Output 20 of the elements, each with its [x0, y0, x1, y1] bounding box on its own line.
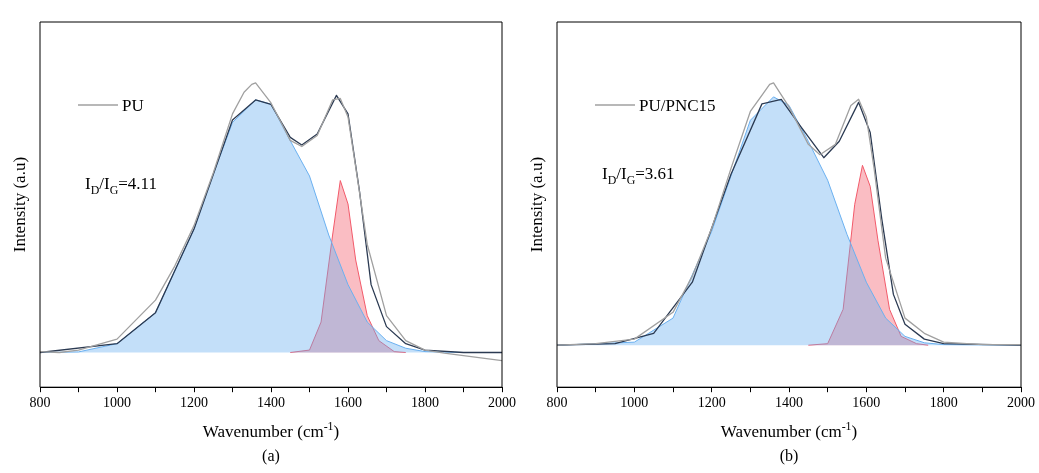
legend-label: PU: [122, 96, 144, 115]
x-tick-label: 800: [546, 395, 568, 411]
x-tick-label: 1400: [257, 395, 285, 411]
x-tick-label: 2000: [488, 395, 516, 411]
legend-label: PU/PNC15: [639, 96, 716, 115]
y-axis-title: Intensity (a.u): [10, 156, 29, 253]
x-tick-label: 1200: [697, 395, 726, 411]
x-tick-label: 1000: [103, 395, 131, 411]
x-tick-label: 1800: [929, 395, 958, 411]
text: (b): [779, 447, 799, 466]
x-tick-label: 1200: [180, 395, 208, 411]
x-tick-label: 1000: [620, 395, 649, 411]
x-tick-label: 1600: [334, 395, 362, 411]
x-tick-label: 2000: [1007, 395, 1035, 411]
x-tick-label: 1600: [852, 395, 881, 411]
x-tick-label: 800: [29, 395, 51, 411]
x-tick-label: 1400: [775, 395, 803, 411]
text: (a): [262, 447, 280, 466]
x-tick-label: 1800: [411, 395, 439, 411]
y-axis-title: Intensity (a.u): [527, 156, 546, 253]
